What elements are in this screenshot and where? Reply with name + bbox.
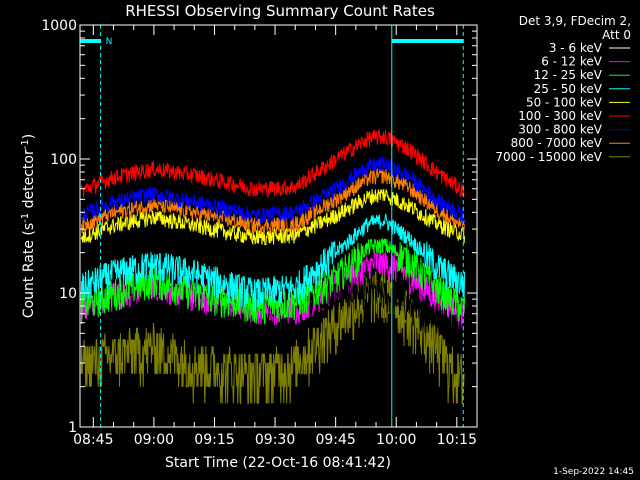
timestamp: 1-Sep-2022 14:45 [553, 467, 634, 477]
series-line-6 [80, 129, 465, 198]
x-tick-label: 10:00 [376, 432, 416, 448]
series-line-7 [80, 156, 466, 225]
legend-label: 25 - 50 keV [534, 82, 603, 96]
x-tick-label: 10:15 [437, 432, 477, 448]
x-tick-label: 08:45 [73, 432, 113, 448]
y-tick-label: 1 [68, 420, 77, 436]
chart-title: RHESSI Observing Summary Count Rates [125, 2, 435, 20]
legend-label: 7000 - 15000 keV [495, 150, 602, 164]
legend-label: 6 - 12 keV [541, 55, 603, 69]
y-axis-label: Count Rate (s-1 detector-1) [20, 134, 37, 318]
legend-label: 800 - 7000 keV [511, 136, 603, 150]
legend-label: 12 - 25 keV [534, 68, 603, 82]
x-tick-label: 09:00 [134, 432, 174, 448]
tick-layer: 08:45 09:00 09:15 09:30 09:45 10:00 10:15 1 10 10… [41, 18, 478, 448]
series-line-4 [80, 213, 466, 312]
y-tick-label: 100 [50, 152, 77, 168]
x-tick-label: 09:30 [255, 432, 295, 448]
y-tick-label: 1000 [41, 18, 77, 34]
y-tick-label: 10 [59, 286, 77, 302]
legend-label: 300 - 800 keV [518, 123, 602, 137]
series-line-8 [80, 168, 466, 235]
night-bar-label: N [106, 37, 113, 47]
series-layer [80, 129, 466, 404]
x-axis-label: Start Time (22-Oct-16 08:41:42) [165, 455, 391, 471]
x-tick-label: 09:45 [315, 432, 355, 448]
x-tick-label: 09:15 [194, 432, 234, 448]
legend-label: 50 - 100 keV [526, 95, 603, 109]
legend-header-line-1: Det 3,9, FDecim 2, [519, 14, 631, 28]
legend-header-line-2: Att 0 [602, 28, 631, 42]
series-line-5 [80, 188, 466, 246]
legend-label: 100 - 300 keV [518, 109, 602, 123]
legend-label: 3 - 6 keV [549, 41, 603, 55]
series-line-3 [80, 238, 466, 325]
plot-frame [79, 24, 478, 428]
